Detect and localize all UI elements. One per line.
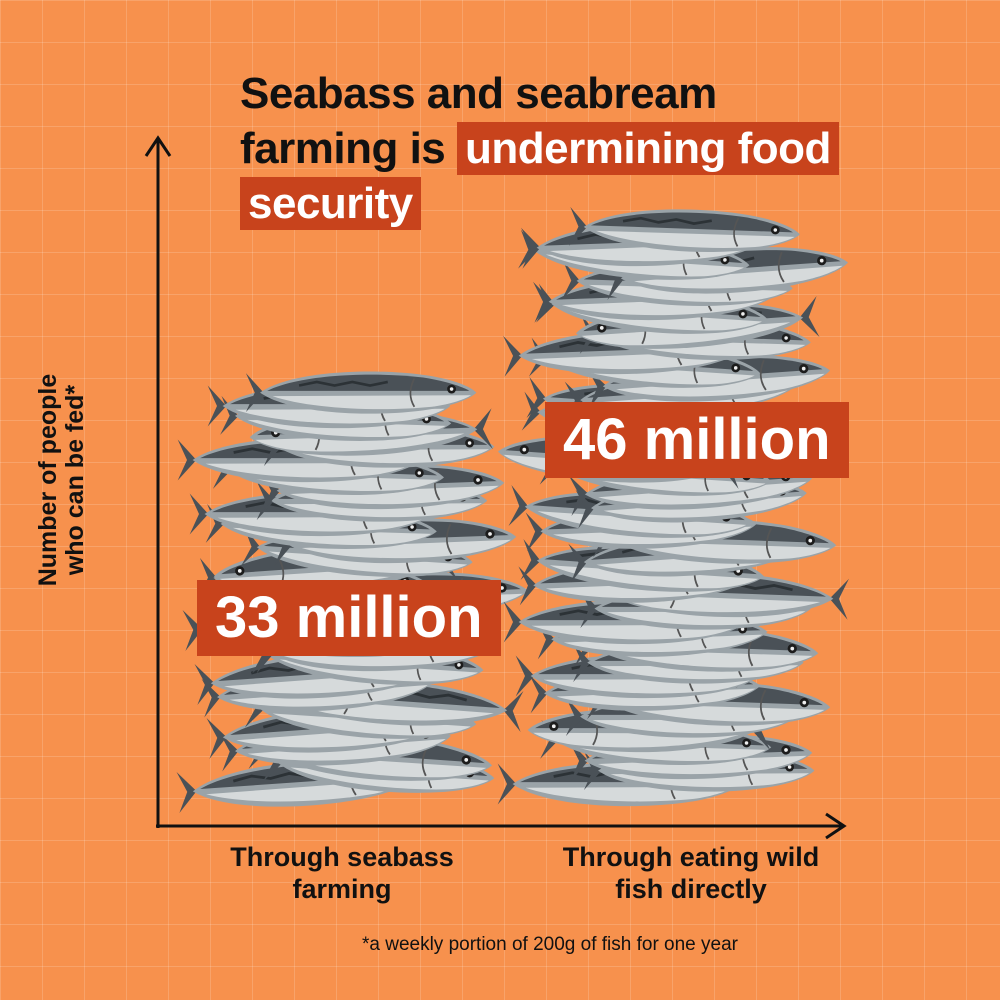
x-category-label-1: Through seabass farming: [230, 842, 454, 904]
bar-value-label-1: 33 million: [197, 580, 501, 656]
chart-title: Seabass and seabream farming is undermin…: [240, 66, 860, 231]
x-category-label-2: Through eating wild fish directly: [562, 842, 820, 904]
footnote: *a weekly portion of 200g of fish for on…: [361, 934, 738, 955]
bars-group: [174, 203, 852, 817]
x-axis: [156, 812, 847, 840]
y-axis: [144, 135, 172, 828]
bar-2: [494, 203, 852, 808]
title-plain: Seabass and seabream farming is: [240, 69, 717, 173]
bar-value-label-2: 46 million: [545, 402, 849, 478]
